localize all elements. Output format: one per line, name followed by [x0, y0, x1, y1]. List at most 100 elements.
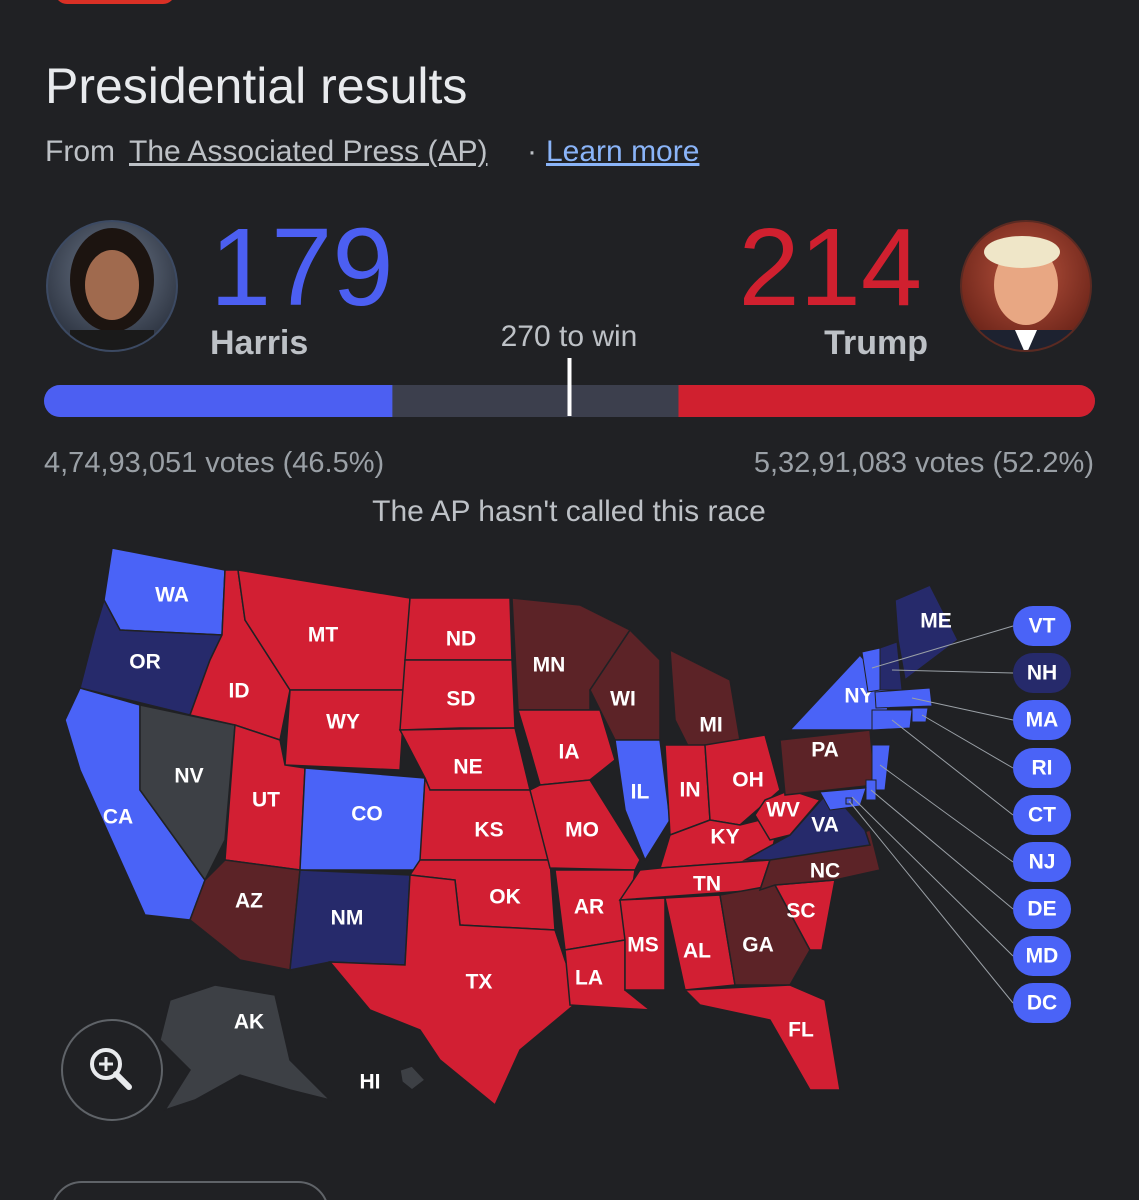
callout-pill [1013, 606, 1071, 646]
state-label: WI [610, 688, 636, 711]
state-label: MS [627, 934, 659, 957]
state-shape [911, 707, 929, 723]
state-label: FL [788, 1019, 814, 1042]
callout-line [891, 719, 1014, 816]
callout-label: RI [1032, 757, 1053, 780]
state-label: AL [683, 940, 711, 963]
state-label: ND [446, 628, 476, 651]
callout-pill [1013, 983, 1071, 1023]
callout-label: MD [1026, 945, 1059, 968]
state-label: AK [234, 1011, 264, 1034]
harris-photo [46, 220, 178, 352]
callout-line [848, 800, 1014, 1004]
callout-pill [1013, 748, 1071, 788]
harris-bar [44, 385, 393, 417]
learn-more[interactable]: Learn more [546, 135, 699, 168]
separator: · [527, 135, 537, 168]
state-shape [619, 897, 666, 991]
callout-label: CT [1028, 804, 1056, 827]
state-shape [614, 739, 671, 862]
callout-label: NJ [1029, 851, 1056, 874]
callout-pill [1013, 936, 1071, 976]
state-shape [529, 779, 641, 871]
trump-name: Trump [824, 324, 928, 362]
zoom-button[interactable] [61, 1019, 163, 1121]
race-status: The AP hasn't called this race [372, 495, 766, 528]
tab-pill[interactable] [55, 0, 175, 4]
callout-label: DC [1027, 992, 1057, 1015]
state-label: CA [103, 806, 133, 829]
state-label: NY [844, 685, 873, 708]
state-label: AR [574, 896, 604, 919]
state-label: HI [360, 1071, 381, 1094]
trump-bar [678, 385, 1095, 417]
state-label: WY [326, 711, 360, 734]
state-label: VA [811, 814, 839, 837]
state-label: WV [766, 799, 800, 822]
callout-line [879, 764, 1014, 863]
trump-photo [960, 220, 1092, 352]
electoral-bar [44, 358, 1095, 417]
state-label: IN [680, 779, 701, 802]
threshold-label: 270 to win [501, 320, 638, 353]
state-shape [819, 787, 867, 811]
callout-pill [1013, 842, 1071, 882]
state-label: MT [308, 624, 338, 647]
state-label: UT [252, 789, 280, 812]
callout-pill [1013, 795, 1071, 835]
callout-pill [1013, 700, 1071, 740]
state-label: SD [446, 688, 475, 711]
state-label: NE [453, 756, 482, 779]
state-label: OH [732, 769, 764, 792]
callout-line [891, 669, 1014, 674]
state-shape [683, 984, 841, 1091]
state-label: MN [533, 654, 566, 677]
callout-line [870, 789, 1014, 910]
callout-label: NH [1027, 662, 1057, 685]
state-label: WA [155, 584, 189, 607]
callout-label: MA [1026, 709, 1059, 732]
state-label: MI [699, 714, 722, 737]
state-label: TN [693, 873, 721, 896]
state-shape [399, 1065, 427, 1091]
state-label: ID [229, 680, 250, 703]
callout-label: DE [1027, 898, 1056, 921]
source-link[interactable]: The Associated Press (AP) [129, 135, 487, 168]
state-label: NV [174, 765, 203, 788]
state-label: AZ [235, 890, 263, 913]
state-shape [871, 744, 891, 791]
callout-line [911, 697, 1014, 721]
harris-name: Harris [210, 324, 308, 362]
source-prefix: From [45, 135, 115, 168]
callout-line [851, 796, 1014, 957]
state-label: IL [631, 781, 650, 804]
state-label: MO [565, 819, 599, 842]
callout-line [871, 625, 1014, 669]
state-label: KS [474, 819, 503, 842]
state-shape [874, 687, 933, 709]
state-label: PA [811, 739, 839, 762]
state-shape [879, 641, 903, 691]
state-label: NM [331, 907, 364, 930]
state-shape [159, 984, 333, 1112]
state-label: GA [742, 934, 774, 957]
state-shape [284, 689, 406, 771]
callout-label: VT [1029, 615, 1056, 638]
state-label: OR [129, 651, 161, 674]
state-label: CO [351, 803, 383, 826]
harris-electoral-votes: 179 [210, 206, 394, 329]
state-shape [564, 939, 653, 1011]
harris-votes: 4,74,93,051 votes (46.5%) [44, 447, 384, 479]
state-label: OK [489, 886, 521, 909]
state-label: TX [466, 971, 493, 994]
state-label: LA [575, 967, 603, 990]
trump-electoral-votes: 214 [738, 206, 922, 329]
state-label: NC [810, 860, 840, 883]
state-label: KY [710, 826, 739, 849]
callout-pill [1013, 653, 1071, 693]
state-label: IA [559, 741, 580, 764]
bottom-button[interactable] [52, 1181, 328, 1200]
callout-pill [1013, 889, 1071, 929]
